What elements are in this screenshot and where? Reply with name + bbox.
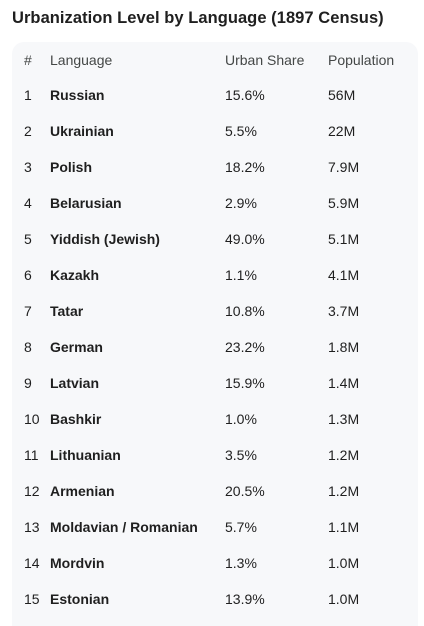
cell-language: Tatar: [50, 303, 84, 319]
cell-population: 1.3M: [328, 411, 360, 427]
cell-number: 11: [24, 447, 39, 463]
cell-number: 5: [24, 231, 32, 247]
cell-population: 1.2M: [328, 483, 360, 499]
cell-population: 5.1M: [328, 231, 360, 247]
cell-language: Latvian: [50, 375, 100, 391]
cell-language: Estonian: [50, 591, 110, 607]
cell-population: 5.9M: [328, 195, 360, 211]
cell-population: 1.1M: [328, 519, 360, 535]
table-row: 14 Mordvin 1.3% 1.0M: [12, 545, 418, 581]
table-row: 3 Polish 18.2% 7.9M: [12, 149, 418, 185]
table-row: 11 Lithuanian 3.5% 1.2M: [12, 437, 418, 473]
cell-language: Russian: [50, 87, 105, 103]
cell-population: 56M: [328, 87, 356, 103]
cell-number: 4: [24, 195, 32, 211]
cell-urban-share: 13.9%: [225, 591, 265, 607]
cell-population: 3.7M: [328, 303, 360, 319]
cell-number: 1: [24, 87, 32, 103]
cell-urban-share: 10.8%: [225, 303, 265, 319]
table-row: 1 Russian 15.6% 56M: [12, 77, 418, 113]
cell-population: 1.2M: [328, 447, 360, 463]
column-header-number: #: [24, 51, 32, 68]
cell-population: 1.0M: [328, 591, 360, 607]
table-body: 1 Russian 15.6% 56M 2 Ukrainian 5.5% 22M 3 Polish…: [12, 77, 418, 617]
cell-number: 8: [24, 339, 32, 355]
cell-population: 1.4M: [328, 375, 360, 391]
table-row: 4 Belarusian 2.9% 5.9M: [12, 185, 418, 221]
page-title: Urbanization Level by Language (1897 Cen…: [12, 9, 384, 27]
cell-language: Mordvin: [50, 555, 105, 571]
cell-urban-share: 15.9%: [225, 375, 265, 391]
cell-number: 2: [24, 123, 32, 139]
cell-number: 10: [24, 411, 40, 427]
cell-language: Kazakh: [50, 267, 100, 283]
cell-population: 4.1M: [328, 267, 360, 283]
cell-urban-share: 1.1%: [225, 267, 257, 283]
cell-urban-share: 49.0%: [225, 231, 265, 247]
cell-number: 3: [24, 159, 32, 175]
table-row: 12 Armenian 20.5% 1.2M: [12, 473, 418, 509]
cell-number: 15: [24, 591, 40, 607]
cell-urban-share: 1.0%: [225, 411, 257, 427]
column-header-population: Population: [328, 51, 395, 68]
table-row: 5 Yiddish (Jewish) 49.0% 5.1M: [12, 221, 418, 257]
cell-language: Yiddish (Jewish): [50, 231, 160, 247]
table-card: # Language Urban Share Population 1 Russi…: [12, 42, 418, 626]
cell-urban-share: 5.7%: [225, 519, 257, 535]
data-table: # Language Urban Share Population 1 Russi…: [12, 42, 418, 617]
cell-urban-share: 23.2%: [225, 339, 265, 355]
table-row: 10 Bashkir 1.0% 1.3M: [12, 401, 418, 437]
table-row: 15 Estonian 13.9% 1.0M: [12, 581, 418, 617]
cell-population: 22M: [328, 123, 356, 139]
cell-language: German: [50, 339, 103, 355]
cell-language: Polish: [50, 159, 93, 175]
cell-urban-share: 15.6%: [225, 87, 265, 103]
cell-number: 7: [24, 303, 32, 319]
cell-language: Bashkir: [50, 411, 102, 427]
table-row: 9 Latvian 15.9% 1.4M: [12, 365, 418, 401]
table-row: 8 German 23.2% 1.8M: [12, 329, 418, 365]
cell-population: 1.8M: [328, 339, 360, 355]
cell-urban-share: 18.2%: [225, 159, 265, 175]
cell-urban-share: 20.5%: [225, 483, 265, 499]
column-header-urban-share: Urban Share: [225, 51, 305, 68]
table-row: 7 Tatar 10.8% 3.7M: [12, 293, 418, 329]
cell-language: Ukrainian: [50, 123, 114, 139]
cell-number: 9: [24, 375, 32, 391]
table-row: 13 Moldavian / Romanian 5.7% 1.1M: [12, 509, 418, 545]
table-header-row: # Language Urban Share Population: [12, 42, 418, 77]
cell-number: 14: [24, 555, 40, 571]
cell-urban-share: 2.9%: [225, 195, 257, 211]
cell-language: Belarusian: [50, 195, 122, 211]
cell-urban-share: 3.5%: [225, 447, 257, 463]
cell-language: Moldavian / Romanian: [50, 519, 198, 535]
column-header-language: Language: [50, 51, 113, 68]
cell-language: Armenian: [50, 483, 115, 499]
cell-language: Lithuanian: [50, 447, 121, 463]
table-row: 6 Kazakh 1.1% 4.1M: [12, 257, 418, 293]
cell-number: 12: [24, 483, 40, 499]
cell-population: 7.9M: [328, 159, 360, 175]
table-row: 2 Ukrainian 5.5% 22M: [12, 113, 418, 149]
cell-urban-share: 1.3%: [225, 555, 257, 571]
cell-number: 6: [24, 267, 32, 283]
cell-number: 13: [24, 519, 40, 535]
cell-population: 1.0M: [328, 555, 360, 571]
cell-urban-share: 5.5%: [225, 123, 257, 139]
